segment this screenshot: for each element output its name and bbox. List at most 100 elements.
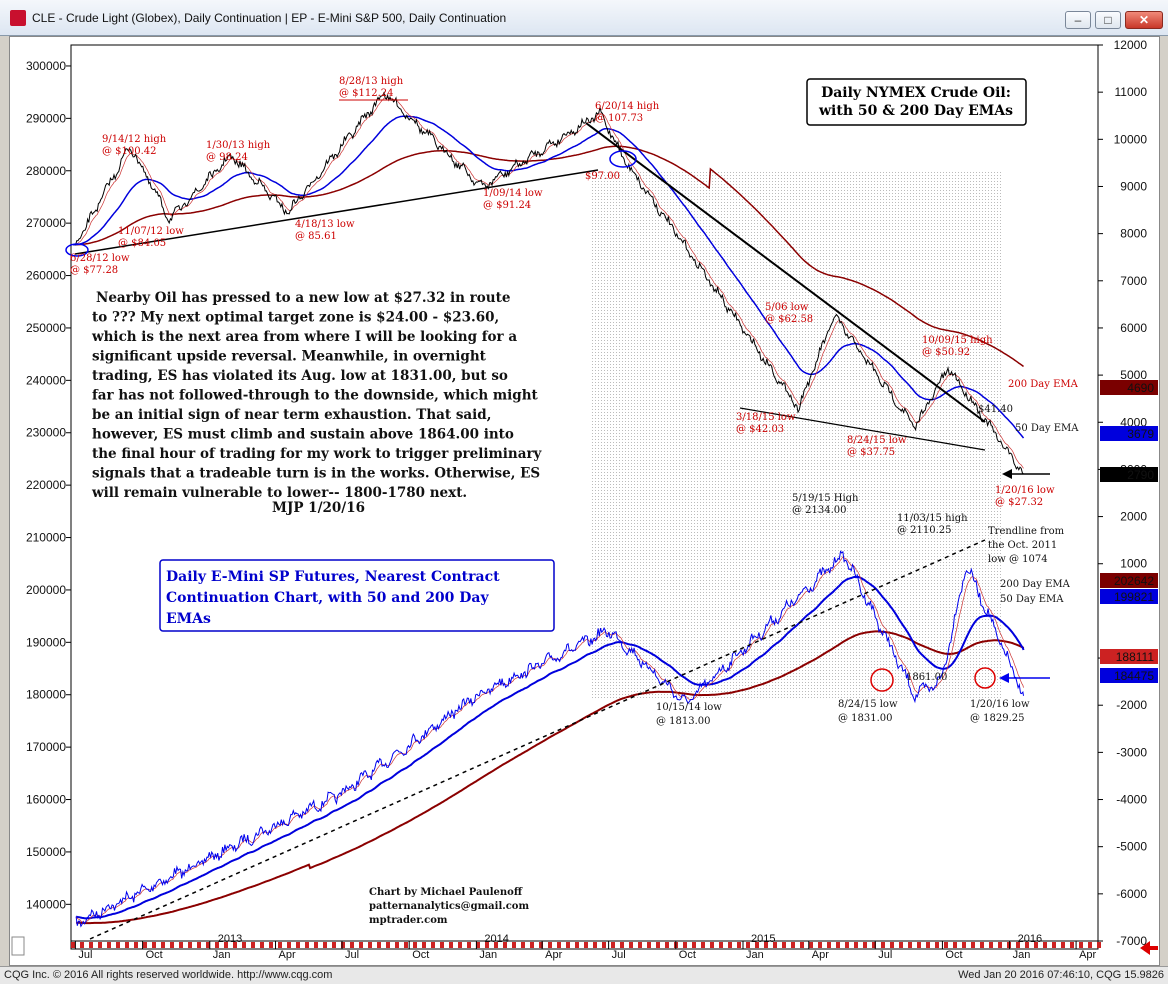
x-axis-stripe <box>701 942 705 948</box>
x-axis-stripe <box>557 942 561 948</box>
oil-annotation-line2: @ $77.28 <box>70 265 118 276</box>
x-axis-stripe <box>332 942 336 948</box>
right-axis-label: 7000 <box>1120 274 1147 288</box>
x-axis-stripe <box>719 942 723 948</box>
oil-annotation-line2: @ $62.58 <box>765 314 813 325</box>
left-axis-label: 220000 <box>26 478 66 492</box>
oil-annotation-line1: 1/20/16 low <box>995 485 1055 496</box>
x-axis-stripe <box>638 942 642 948</box>
left-axis-label: 290000 <box>26 111 66 125</box>
es-last-price-1-label: 188111 <box>1116 650 1155 664</box>
x-axis-stripe <box>629 942 633 948</box>
oil-annotation-line2: @ 85.61 <box>295 231 337 242</box>
oil-annotation-line2: @ $112.24 <box>339 88 394 99</box>
x-axis-stripe <box>179 942 183 948</box>
x-axis-stripe <box>926 942 930 948</box>
x-axis-stripe <box>404 942 408 948</box>
scroll-left-arrow-icon[interactable] <box>1140 941 1158 955</box>
left-axis-label: 270000 <box>26 216 66 230</box>
scroll-box[interactable] <box>11 936 25 956</box>
right-axis-label: 8000 <box>1120 227 1147 241</box>
oil-annotation-line2: @ $100.42 <box>102 146 157 157</box>
close-button[interactable]: ✕ <box>1125 11 1163 29</box>
oil-annotation-line1: 4/18/13 low <box>295 219 355 230</box>
es-title-line: EMAs <box>166 611 211 627</box>
x-axis-stripe <box>548 942 552 948</box>
oil-down-trendline <box>585 122 986 423</box>
x-axis-stripe <box>791 942 795 948</box>
x-axis-stripe <box>665 942 669 948</box>
right-axis-label: 5000 <box>1120 368 1147 382</box>
x-axis-stripe <box>152 942 156 948</box>
oil-annotation-line2: @ $27.32 <box>995 497 1043 508</box>
right-axis-label: -6000 <box>1116 887 1147 901</box>
x-axis-month-label: Jan <box>1013 949 1031 961</box>
x-axis-stripe <box>827 942 831 948</box>
chart-svg: 300000 290000 280000 270000 260000 250000 2400… <box>11 38 1158 961</box>
x-axis-stripe <box>998 942 1002 948</box>
left-axis-label: 160000 <box>26 793 66 807</box>
commentary-line: however, ES must climb and sustain above… <box>92 427 514 443</box>
minimize-button[interactable]: ‒ <box>1065 11 1091 29</box>
x-axis-stripe <box>323 942 327 948</box>
oil-50-ema-price-box <box>1100 426 1158 441</box>
right-axis-label: 11000 <box>1115 85 1148 99</box>
x-axis-stripe <box>917 942 921 948</box>
es-200-day-ema-line <box>76 630 1025 925</box>
oil-support-trendline <box>74 169 599 255</box>
es-annotation-line2: @ 1831.00 <box>838 713 893 724</box>
x-axis-stripe <box>359 942 363 948</box>
left-axis-label: 260000 <box>26 269 66 283</box>
x-axis-stripe <box>818 942 822 948</box>
commentary-line: to ??? My next optimal target zone is $2… <box>92 310 499 326</box>
left-axis-label: 170000 <box>26 740 66 754</box>
x-axis-stripe <box>1088 942 1092 948</box>
commentary-signature: MJP 1/20/16 <box>272 500 365 516</box>
x-axis-year-label: 2014 <box>484 933 508 945</box>
x-axis-stripe <box>512 942 516 948</box>
oil-annotation-line1: 1/09/14 low <box>483 188 543 199</box>
trendline-note: low @ 1074 <box>988 554 1048 565</box>
chart-area[interactable]: 300000 290000 280000 270000 260000 250000 2400… <box>9 36 1160 966</box>
x-axis-stripe <box>728 942 732 948</box>
right-axis-label: -5000 <box>1116 840 1147 854</box>
x-axis-stripe <box>845 942 849 948</box>
oil-annotation-line2: @ 98.24 <box>206 152 248 163</box>
x-axis-stripe <box>530 942 534 948</box>
x-axis-stripe <box>872 942 876 948</box>
x-axis-stripe <box>1097 942 1101 948</box>
commentary-line: significant upside reversal. Meanwhile, … <box>92 349 487 365</box>
left-axis-label: 240000 <box>26 373 66 387</box>
oil-title-line: Daily NYMEX Crude Oil: <box>821 85 1011 101</box>
x-axis-stripe <box>692 942 696 948</box>
x-axis-stripe <box>80 942 84 948</box>
oil-50-ema-label: 50 Day EMA <box>1015 423 1079 434</box>
x-axis-month-label: Jan <box>479 949 497 961</box>
x-axis-stripe <box>683 942 687 948</box>
es-annotation-line1: 11/03/15 high <box>897 513 968 524</box>
oil-annotation-line2: @ $84.05 <box>118 238 166 249</box>
x-axis-stripe <box>1070 942 1074 948</box>
es-annotation-line2: @ 1829.25 <box>970 713 1025 724</box>
x-axis-stripe <box>854 942 858 948</box>
x-axis-stripe <box>215 942 219 948</box>
right-axis-label: 1000 <box>1120 557 1147 571</box>
x-axis-stripe <box>602 942 606 948</box>
x-axis-stripe <box>863 942 867 948</box>
oil-arrow-head <box>1002 469 1012 479</box>
x-axis-stripe <box>251 942 255 948</box>
es-title-line: Continuation Chart, with 50 and 200 Day <box>166 590 490 606</box>
x-axis-stripe <box>431 942 435 948</box>
x-axis-stripe <box>494 942 498 948</box>
window-titlebar: CLE - Crude Light (Globex), Daily Contin… <box>0 0 1168 36</box>
x-axis-stripe <box>260 942 264 948</box>
x-axis-stripe <box>782 942 786 948</box>
oil-annotation-line1: 8/24/15 low <box>847 435 907 446</box>
maximize-button[interactable]: □ <box>1095 11 1121 29</box>
left-axis-label: 200000 <box>26 583 66 597</box>
x-axis-stripe <box>395 942 399 948</box>
x-axis-stripe <box>755 942 759 948</box>
right-axis-label: 4000 <box>1120 415 1147 429</box>
x-axis-stripe <box>116 942 120 948</box>
x-axis-stripe <box>575 942 579 948</box>
